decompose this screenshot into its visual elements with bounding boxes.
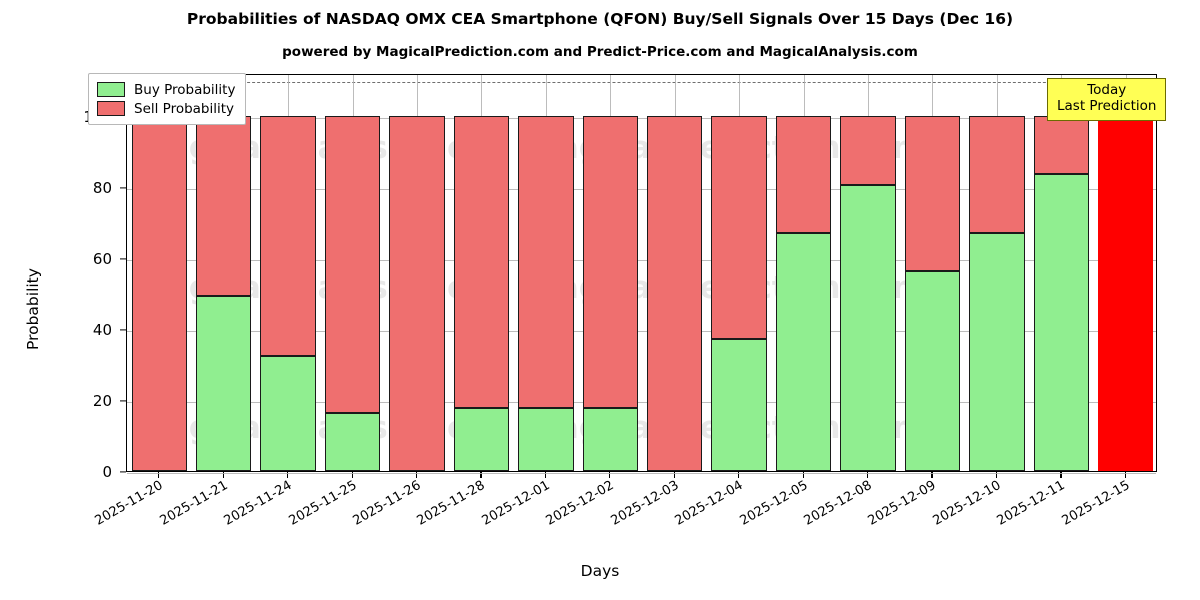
bar-group[interactable]	[1098, 73, 1154, 471]
bar-segment-sell[interactable]	[195, 115, 252, 297]
bar-segment-sell[interactable]	[389, 115, 445, 471]
bar-group[interactable]	[969, 73, 1025, 471]
plot-area: MagicalAnalysis.comMagicalPrediction.com…	[126, 74, 1157, 474]
y-axis-tick-label: 60	[92, 249, 112, 268]
x-axis-tick-mark	[1060, 472, 1062, 478]
x-axis-tick-mark	[738, 472, 740, 478]
y-axis-tick-label: 20	[92, 391, 112, 410]
x-axis-tick-mark	[287, 472, 289, 478]
today-label: Today	[1087, 82, 1127, 98]
last-prediction-label: Last Prediction	[1057, 97, 1157, 114]
x-axis-tick-mark	[609, 472, 611, 478]
bar-segment-buy[interactable]	[195, 296, 252, 471]
gridline-y-0	[127, 473, 1156, 474]
y-axis-tick-label: 80	[92, 178, 112, 197]
chart-title: Probabilities of NASDAQ OMX CEA Smartpho…	[186, 10, 1014, 28]
y-axis-tick-mark	[120, 329, 126, 331]
today-annotation: Today Last Prediction	[1047, 78, 1167, 121]
y-axis-tick-mark	[120, 187, 126, 189]
bar-segment-buy[interactable]	[969, 232, 1025, 471]
y-axis-tick-mark	[120, 400, 126, 402]
bar-segment-sell[interactable]	[131, 115, 187, 471]
bar-segment-buy[interactable]	[1033, 173, 1090, 471]
bar-group[interactable]	[389, 73, 445, 471]
y-axis-tick-mark	[120, 258, 126, 260]
y-axis-tick-label: 40	[92, 320, 112, 339]
bar-segment-today[interactable]	[1098, 115, 1154, 471]
bar-group[interactable]	[840, 73, 896, 471]
x-axis-tick-mark	[415, 472, 418, 478]
bar-segment-buy[interactable]	[324, 412, 381, 471]
bar-segment-buy[interactable]	[453, 408, 510, 471]
bar-group[interactable]	[131, 73, 187, 471]
x-axis-tick-mark	[158, 472, 160, 478]
bar-group[interactable]	[453, 73, 510, 471]
bar-group[interactable]	[195, 73, 252, 471]
bar-segment-sell[interactable]	[260, 115, 316, 356]
bar-segment-sell[interactable]	[904, 115, 961, 272]
x-axis-tick-mark	[351, 472, 353, 478]
bar-segment-sell[interactable]	[969, 115, 1025, 233]
bar-segment-sell[interactable]	[647, 115, 703, 471]
bar-segment-buy[interactable]	[904, 271, 961, 471]
bar-group[interactable]	[711, 73, 767, 471]
bar-segment-buy[interactable]	[260, 355, 316, 471]
bar-segment-sell[interactable]	[711, 115, 767, 340]
bar-segment-buy[interactable]	[582, 408, 638, 471]
bar-segment-sell[interactable]	[582, 115, 638, 409]
chart-subtitle: powered by MagicalPrediction.com and Pre…	[282, 44, 918, 60]
x-axis-tick-mark	[673, 472, 675, 478]
legend-label-sell: Sell Probability	[134, 100, 235, 117]
bar-segment-buy[interactable]	[711, 339, 767, 471]
legend-swatch-buy	[97, 82, 125, 97]
legend-label-buy: Buy Probability	[134, 81, 236, 98]
bar-group[interactable]	[1033, 73, 1090, 471]
x-axis-tick-mark	[480, 472, 482, 478]
legend-item-buy: Buy Probability	[97, 80, 235, 99]
bar-group[interactable]	[647, 73, 703, 471]
bar-group[interactable]	[260, 73, 316, 471]
x-axis-tick-mark	[995, 472, 998, 478]
bar-segment-buy[interactable]	[518, 408, 574, 471]
x-axis-tick-mark	[544, 472, 547, 478]
bar-group[interactable]	[904, 73, 961, 471]
x-axis-tick-mark	[931, 472, 933, 478]
x-axis-tick-mark	[867, 472, 869, 478]
bar-group[interactable]	[775, 73, 832, 471]
x-axis-label: Days	[580, 562, 620, 580]
x-axis-tick-mark	[802, 472, 804, 478]
bar-series-layer	[127, 75, 1156, 471]
x-axis-tick-mark	[222, 472, 224, 478]
bar-segment-sell[interactable]	[518, 115, 574, 409]
x-axis-tick-mark	[1124, 472, 1126, 478]
bar-segment-buy[interactable]	[840, 184, 896, 471]
bar-group[interactable]	[582, 73, 638, 471]
legend-swatch-sell	[97, 101, 125, 116]
bar-group[interactable]	[324, 73, 381, 471]
bar-segment-buy[interactable]	[775, 232, 832, 471]
bar-group[interactable]	[518, 73, 574, 471]
legend-item-sell: Sell Probability	[97, 99, 235, 118]
y-axis-tick-label: 0	[102, 463, 112, 481]
bar-segment-sell[interactable]	[840, 115, 896, 185]
y-axis-tick-mark	[120, 471, 126, 473]
bar-segment-sell[interactable]	[324, 115, 381, 413]
bar-segment-sell[interactable]	[453, 115, 510, 409]
bar-segment-sell[interactable]	[775, 115, 832, 233]
bar-segment-sell[interactable]	[1033, 115, 1090, 174]
chart-legend: Buy Probability Sell Probability	[88, 73, 247, 125]
